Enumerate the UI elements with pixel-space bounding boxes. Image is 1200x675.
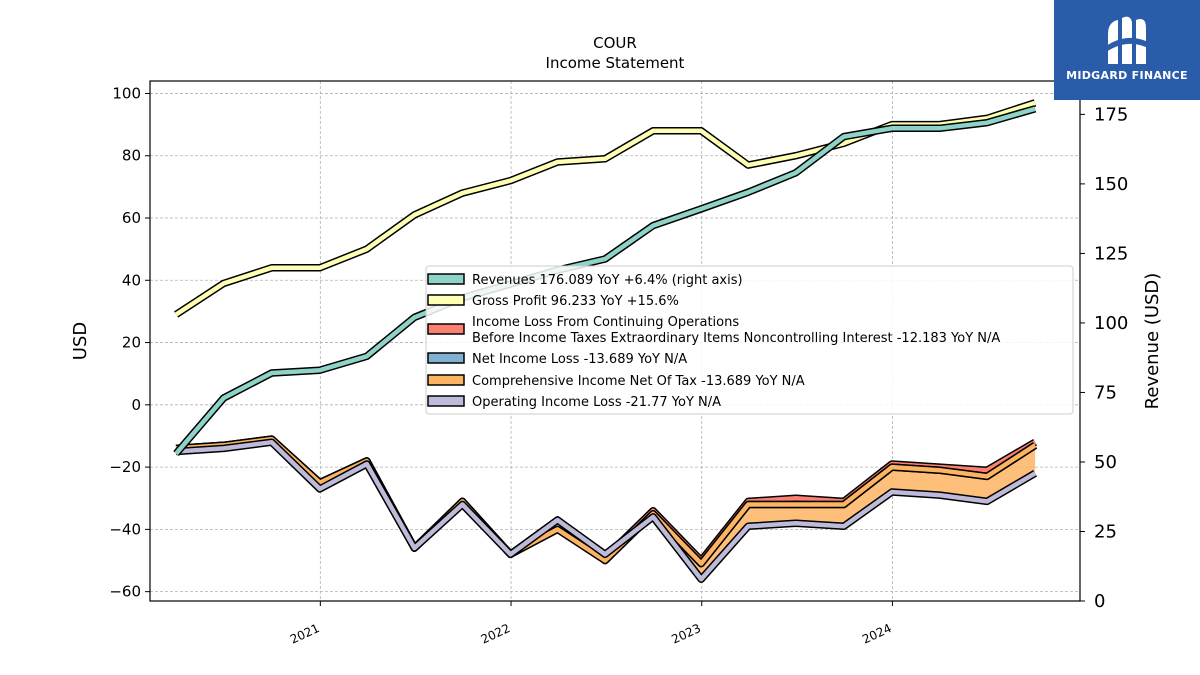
series-line-2 bbox=[175, 436, 1037, 563]
legend-label-5: Operating Income Loss -21.77 YoY N/A bbox=[472, 395, 721, 410]
right-tick-label-0: 0 bbox=[1094, 591, 1105, 612]
left-tick-label-8: 100 bbox=[112, 84, 141, 102]
left-axis: −60 −40 −20 0 20 40 60 80 100 bbox=[109, 84, 150, 601]
x-axis: 2021 2022 2023 2024 bbox=[288, 601, 894, 647]
series-line-4 bbox=[175, 436, 1037, 566]
series-lines bbox=[173, 99, 1038, 583]
series-outline-2 bbox=[175, 435, 1037, 565]
legend-swatch-5 bbox=[427, 395, 465, 407]
left-tick-label-4: 20 bbox=[122, 334, 141, 352]
right-tick-label-5: 125 bbox=[1094, 243, 1128, 264]
legend-label-2: Income Loss From Continuing Operations Be… bbox=[472, 315, 1000, 346]
brand-logo: MIDGARD FINANCE bbox=[1054, 0, 1200, 100]
legend-label-4: Comprehensive Income Net Of Tax -13.689 … bbox=[472, 374, 805, 389]
x-tick-label-0: 2021 bbox=[288, 621, 322, 647]
right-tick-label-1: 25 bbox=[1094, 521, 1117, 542]
chart-subtitle: Income Statement bbox=[546, 54, 685, 72]
legend-swatch-3 bbox=[427, 352, 465, 364]
left-tick-label-6: 60 bbox=[122, 209, 141, 227]
legend-label-3: Net Income Loss -13.689 YoY N/A bbox=[472, 352, 687, 367]
left-tick-label-1: −40 bbox=[109, 520, 141, 538]
series-outline-4 bbox=[175, 435, 1038, 568]
legend-swatch-2 bbox=[427, 323, 465, 335]
right-tick-label-4: 100 bbox=[1094, 313, 1128, 334]
right-axis: 0 25 50 75 100 125 150 175 bbox=[1080, 104, 1128, 612]
legend-swatch-1 bbox=[427, 294, 465, 306]
right-tick-label-6: 150 bbox=[1094, 174, 1128, 195]
x-tick-label-2: 2023 bbox=[669, 621, 703, 647]
x-tick-label-1: 2022 bbox=[479, 621, 513, 647]
midgard-logo-icon bbox=[1106, 16, 1148, 65]
legend-box bbox=[425, 265, 1074, 415]
logo-text: MIDGARD FINANCE bbox=[1066, 69, 1188, 82]
right-tick-label-2: 50 bbox=[1094, 452, 1117, 473]
legend-swatch-4 bbox=[427, 374, 465, 386]
chart-title: COUR bbox=[593, 34, 637, 52]
series-line-3 bbox=[175, 436, 1037, 566]
left-tick-label-2: −20 bbox=[109, 458, 141, 476]
legend-label-1: Gross Profit 96.233 YoY +15.6% bbox=[472, 294, 679, 309]
legend-label-0: Revenues 176.089 YoY +6.4% (right axis) bbox=[472, 273, 743, 288]
series-outline-3 bbox=[175, 435, 1038, 568]
right-tick-label-7: 175 bbox=[1094, 104, 1128, 125]
x-tick-label-3: 2024 bbox=[860, 621, 894, 647]
y-axis-label-right: Revenue (USD) bbox=[1142, 273, 1163, 410]
left-tick-label-3: 0 bbox=[131, 396, 141, 414]
band-pretax-net bbox=[176, 439, 1036, 564]
legend: Revenues 176.089 YoY +6.4% (right axis) G… bbox=[425, 265, 1074, 415]
plot-frame bbox=[149, 80, 1081, 602]
left-tick-label-5: 40 bbox=[122, 271, 141, 289]
left-tick-label-7: 80 bbox=[122, 147, 141, 165]
legend-swatch-0 bbox=[427, 273, 465, 285]
series-line-5 bbox=[175, 439, 1037, 582]
y-axis-label: USD bbox=[70, 322, 91, 360]
right-tick-label-3: 75 bbox=[1094, 382, 1117, 403]
series-line-0 bbox=[174, 106, 1036, 456]
left-tick-label-0: −60 bbox=[109, 583, 141, 601]
